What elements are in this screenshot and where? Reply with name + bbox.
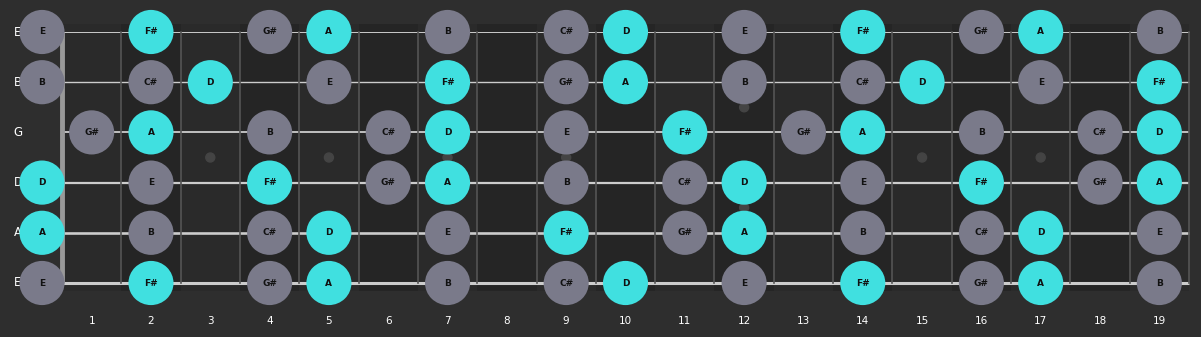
Text: D: D (919, 78, 926, 87)
Ellipse shape (603, 10, 649, 54)
Ellipse shape (1077, 110, 1123, 154)
Text: B: B (1155, 278, 1163, 287)
Text: G#: G# (558, 78, 574, 87)
Ellipse shape (662, 110, 707, 154)
Text: G#: G# (796, 128, 811, 137)
Text: E: E (38, 278, 46, 287)
Text: B: B (444, 278, 452, 287)
Ellipse shape (425, 211, 470, 255)
Ellipse shape (958, 211, 1004, 255)
Ellipse shape (544, 60, 588, 104)
Bar (596, 24, 656, 291)
Text: 17: 17 (1034, 316, 1047, 326)
Text: 19: 19 (1153, 316, 1166, 326)
Ellipse shape (129, 110, 173, 154)
Ellipse shape (19, 10, 65, 54)
Ellipse shape (19, 160, 65, 205)
Text: E: E (563, 128, 569, 137)
Text: D: D (1036, 228, 1045, 237)
Text: A: A (1155, 178, 1163, 187)
Text: B: B (860, 228, 866, 237)
Ellipse shape (544, 110, 588, 154)
Text: D: D (740, 178, 748, 187)
Ellipse shape (958, 10, 1004, 54)
Text: E: E (741, 28, 747, 36)
Circle shape (443, 153, 452, 162)
Ellipse shape (1137, 60, 1182, 104)
Ellipse shape (365, 110, 411, 154)
Text: 5: 5 (325, 316, 333, 326)
Ellipse shape (425, 110, 470, 154)
Text: D: D (1155, 128, 1163, 137)
Text: G: G (13, 126, 23, 139)
Ellipse shape (603, 60, 649, 104)
Text: E: E (38, 28, 46, 36)
Ellipse shape (70, 110, 114, 154)
Ellipse shape (129, 10, 173, 54)
Text: E: E (14, 26, 22, 38)
Text: B: B (14, 76, 22, 89)
Ellipse shape (129, 60, 173, 104)
Text: D: D (622, 28, 629, 36)
Text: E: E (444, 228, 450, 237)
Ellipse shape (129, 261, 173, 305)
Ellipse shape (841, 110, 885, 154)
Bar (121, 24, 180, 291)
Text: A: A (859, 128, 866, 137)
Text: E: E (14, 276, 22, 289)
Text: 12: 12 (737, 316, 751, 326)
Text: 18: 18 (1093, 316, 1106, 326)
Circle shape (205, 153, 215, 162)
Text: C#: C# (974, 228, 988, 237)
Text: B: B (148, 228, 155, 237)
Bar (715, 24, 773, 291)
Ellipse shape (247, 261, 292, 305)
Text: G#: G# (974, 28, 988, 36)
Text: F#: F# (441, 78, 454, 87)
Ellipse shape (544, 10, 588, 54)
Ellipse shape (425, 261, 470, 305)
Ellipse shape (247, 110, 292, 154)
Ellipse shape (187, 60, 233, 104)
Text: 13: 13 (796, 316, 809, 326)
Text: 11: 11 (679, 316, 692, 326)
Bar (773, 24, 833, 291)
Text: 15: 15 (915, 316, 928, 326)
Text: E: E (741, 278, 747, 287)
Text: A: A (38, 228, 46, 237)
Bar (951, 24, 1011, 291)
Ellipse shape (958, 110, 1004, 154)
Circle shape (562, 153, 570, 162)
Text: B: B (563, 178, 569, 187)
Text: F#: F# (560, 228, 573, 237)
Text: 6: 6 (386, 316, 392, 326)
Ellipse shape (129, 160, 173, 205)
Circle shape (918, 153, 927, 162)
Bar (299, 24, 359, 291)
Text: C#: C# (144, 78, 159, 87)
Ellipse shape (19, 60, 65, 104)
Text: 9: 9 (563, 316, 569, 326)
Bar (1070, 24, 1130, 291)
Text: B: B (267, 128, 273, 137)
Text: D: D (13, 176, 23, 189)
Text: F#: F# (144, 28, 157, 36)
Text: B: B (978, 128, 985, 137)
Ellipse shape (544, 211, 588, 255)
Text: G#: G# (262, 278, 277, 287)
Ellipse shape (1018, 10, 1063, 54)
Ellipse shape (722, 160, 766, 205)
Ellipse shape (722, 211, 766, 255)
Bar (359, 24, 418, 291)
Text: A: A (325, 278, 333, 287)
Text: E: E (148, 178, 154, 187)
Ellipse shape (306, 60, 352, 104)
Text: C#: C# (855, 78, 870, 87)
Ellipse shape (425, 160, 470, 205)
Text: G#: G# (677, 228, 692, 237)
Ellipse shape (129, 211, 173, 255)
Text: 1: 1 (89, 316, 95, 326)
Text: F#: F# (144, 278, 157, 287)
Text: A: A (14, 226, 22, 239)
